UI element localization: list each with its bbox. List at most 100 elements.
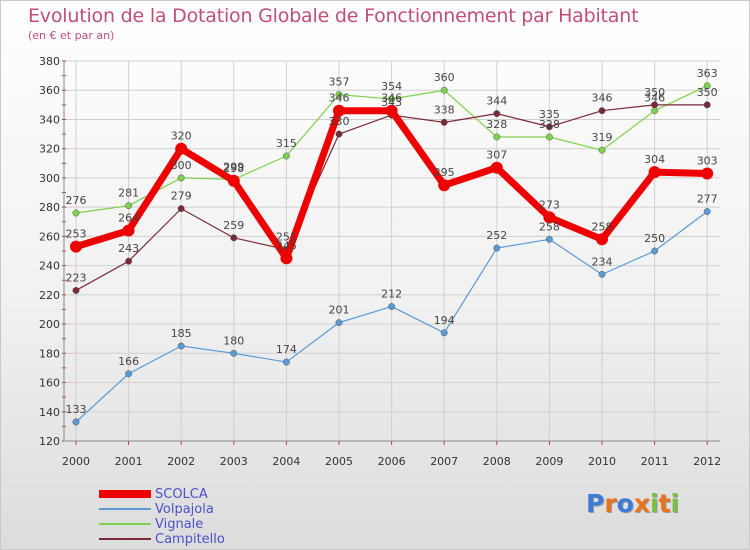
data-label-volpajola: 133 <box>66 403 87 416</box>
point-volpajola <box>440 329 448 337</box>
point-volpajola <box>545 235 553 243</box>
x-tick-label: 2010 <box>588 455 616 468</box>
point-volpajola <box>703 208 711 215</box>
point-vignale <box>651 107 659 115</box>
data-label-campitello: 330 <box>329 115 350 128</box>
data-label-vignale: 357 <box>329 76 350 89</box>
data-label-vignale: 300 <box>171 159 192 172</box>
x-tick-label: 2001 <box>115 455 143 468</box>
data-label-campitello: 243 <box>118 242 139 255</box>
data-label-volpajola: 194 <box>434 314 455 327</box>
chart-title: Evolution de la Dotation Globale de Fonc… <box>28 5 639 27</box>
data-label-vignale: 328 <box>539 118 560 131</box>
data-label-scolca: 253 <box>66 228 87 241</box>
point-vignale <box>125 202 133 210</box>
logo-letter: i <box>650 489 659 518</box>
point-campitello <box>72 287 80 294</box>
point-campitello <box>651 101 659 109</box>
x-tick-label: 2011 <box>641 455 669 468</box>
y-tick-label: 200 <box>39 318 60 331</box>
y-tick-label: 140 <box>39 406 60 419</box>
logo-letter: P <box>586 489 605 518</box>
legend-swatch <box>99 538 151 540</box>
y-tick-label: 280 <box>39 201 60 214</box>
y-tick-label: 260 <box>39 230 60 243</box>
point-scolca <box>543 211 556 224</box>
logo-letter: x <box>633 489 650 518</box>
y-tick-label: 340 <box>39 113 60 126</box>
logo-letter: t <box>658 489 671 518</box>
point-volpajola <box>72 418 80 426</box>
y-tick-label: 220 <box>39 289 60 302</box>
data-label-campitello: 251 <box>276 231 297 244</box>
data-label-campitello: 338 <box>434 103 455 116</box>
y-tick-label: 320 <box>39 143 60 156</box>
point-scolca <box>648 166 661 179</box>
logo-letter: o <box>616 489 634 518</box>
logo-letter: r <box>604 489 617 518</box>
data-label-vignale: 360 <box>434 71 455 84</box>
x-tick-label: 2002 <box>167 455 195 468</box>
data-label-scolca: 307 <box>486 149 507 162</box>
point-volpajola <box>651 247 659 255</box>
point-campitello <box>440 118 448 126</box>
point-scolca <box>122 224 135 237</box>
y-tick-label: 120 <box>39 435 60 448</box>
point-vignale <box>177 174 185 182</box>
data-label-volpajola: 166 <box>118 355 139 368</box>
point-vignale <box>282 152 290 160</box>
legend-label: Vignale <box>155 517 204 532</box>
data-label-campitello: 223 <box>66 271 87 284</box>
point-campitello <box>177 205 185 213</box>
x-tick-label: 2003 <box>220 455 248 468</box>
data-label-volpajola: 185 <box>171 327 192 340</box>
x-tick-label: 2005 <box>325 455 353 468</box>
data-label-campitello: 344 <box>486 95 507 108</box>
data-label-campitello: 259 <box>223 219 244 232</box>
y-tick-label: 240 <box>39 260 60 273</box>
point-scolca <box>70 240 82 253</box>
point-scolca <box>701 167 714 180</box>
data-label-scolca: 346 <box>329 92 350 105</box>
point-campitello <box>230 234 238 242</box>
proxiti-logo: Proxiti <box>586 489 679 518</box>
point-campitello <box>493 110 501 118</box>
point-volpajola <box>230 349 238 357</box>
point-volpajola <box>598 270 606 278</box>
point-scolca <box>333 104 345 117</box>
chart-subtitle: (en € et par an) <box>28 29 115 42</box>
data-label-scolca: 304 <box>644 153 665 166</box>
x-tick-label: 2007 <box>430 455 458 468</box>
point-volpajola <box>493 244 501 252</box>
data-label-scolca: 303 <box>697 155 718 168</box>
point-scolca <box>175 142 188 155</box>
y-tick-label: 180 <box>39 347 60 360</box>
point-campitello <box>125 257 133 265</box>
data-label-vignale: 363 <box>697 67 718 80</box>
point-vignale <box>545 133 553 141</box>
data-label-scolca: 346 <box>381 92 402 105</box>
point-volpajola <box>282 358 290 366</box>
data-label-scolca: 264 <box>118 212 139 225</box>
point-volpajola <box>335 319 343 327</box>
point-vignale <box>335 91 343 99</box>
point-scolca <box>596 233 608 246</box>
x-tick-label: 2012 <box>693 455 721 468</box>
data-label-vignale: 281 <box>118 187 139 200</box>
point-volpajola <box>388 303 396 310</box>
x-tick-label: 2000 <box>62 455 90 468</box>
data-label-scolca: 258 <box>592 220 613 233</box>
point-vignale <box>388 95 396 103</box>
logo-letter: i <box>670 489 680 518</box>
data-label-volpajola: 234 <box>592 255 613 268</box>
x-tick-label: 2006 <box>378 455 406 468</box>
data-label-vignale: 328 <box>486 118 507 131</box>
point-vignale <box>72 209 80 217</box>
point-campitello <box>335 130 343 138</box>
data-label-vignale: 319 <box>592 131 613 144</box>
point-vignale <box>703 82 711 90</box>
point-campitello <box>545 123 553 131</box>
data-label-volpajola: 277 <box>697 193 718 206</box>
y-tick-label: 160 <box>39 377 60 390</box>
